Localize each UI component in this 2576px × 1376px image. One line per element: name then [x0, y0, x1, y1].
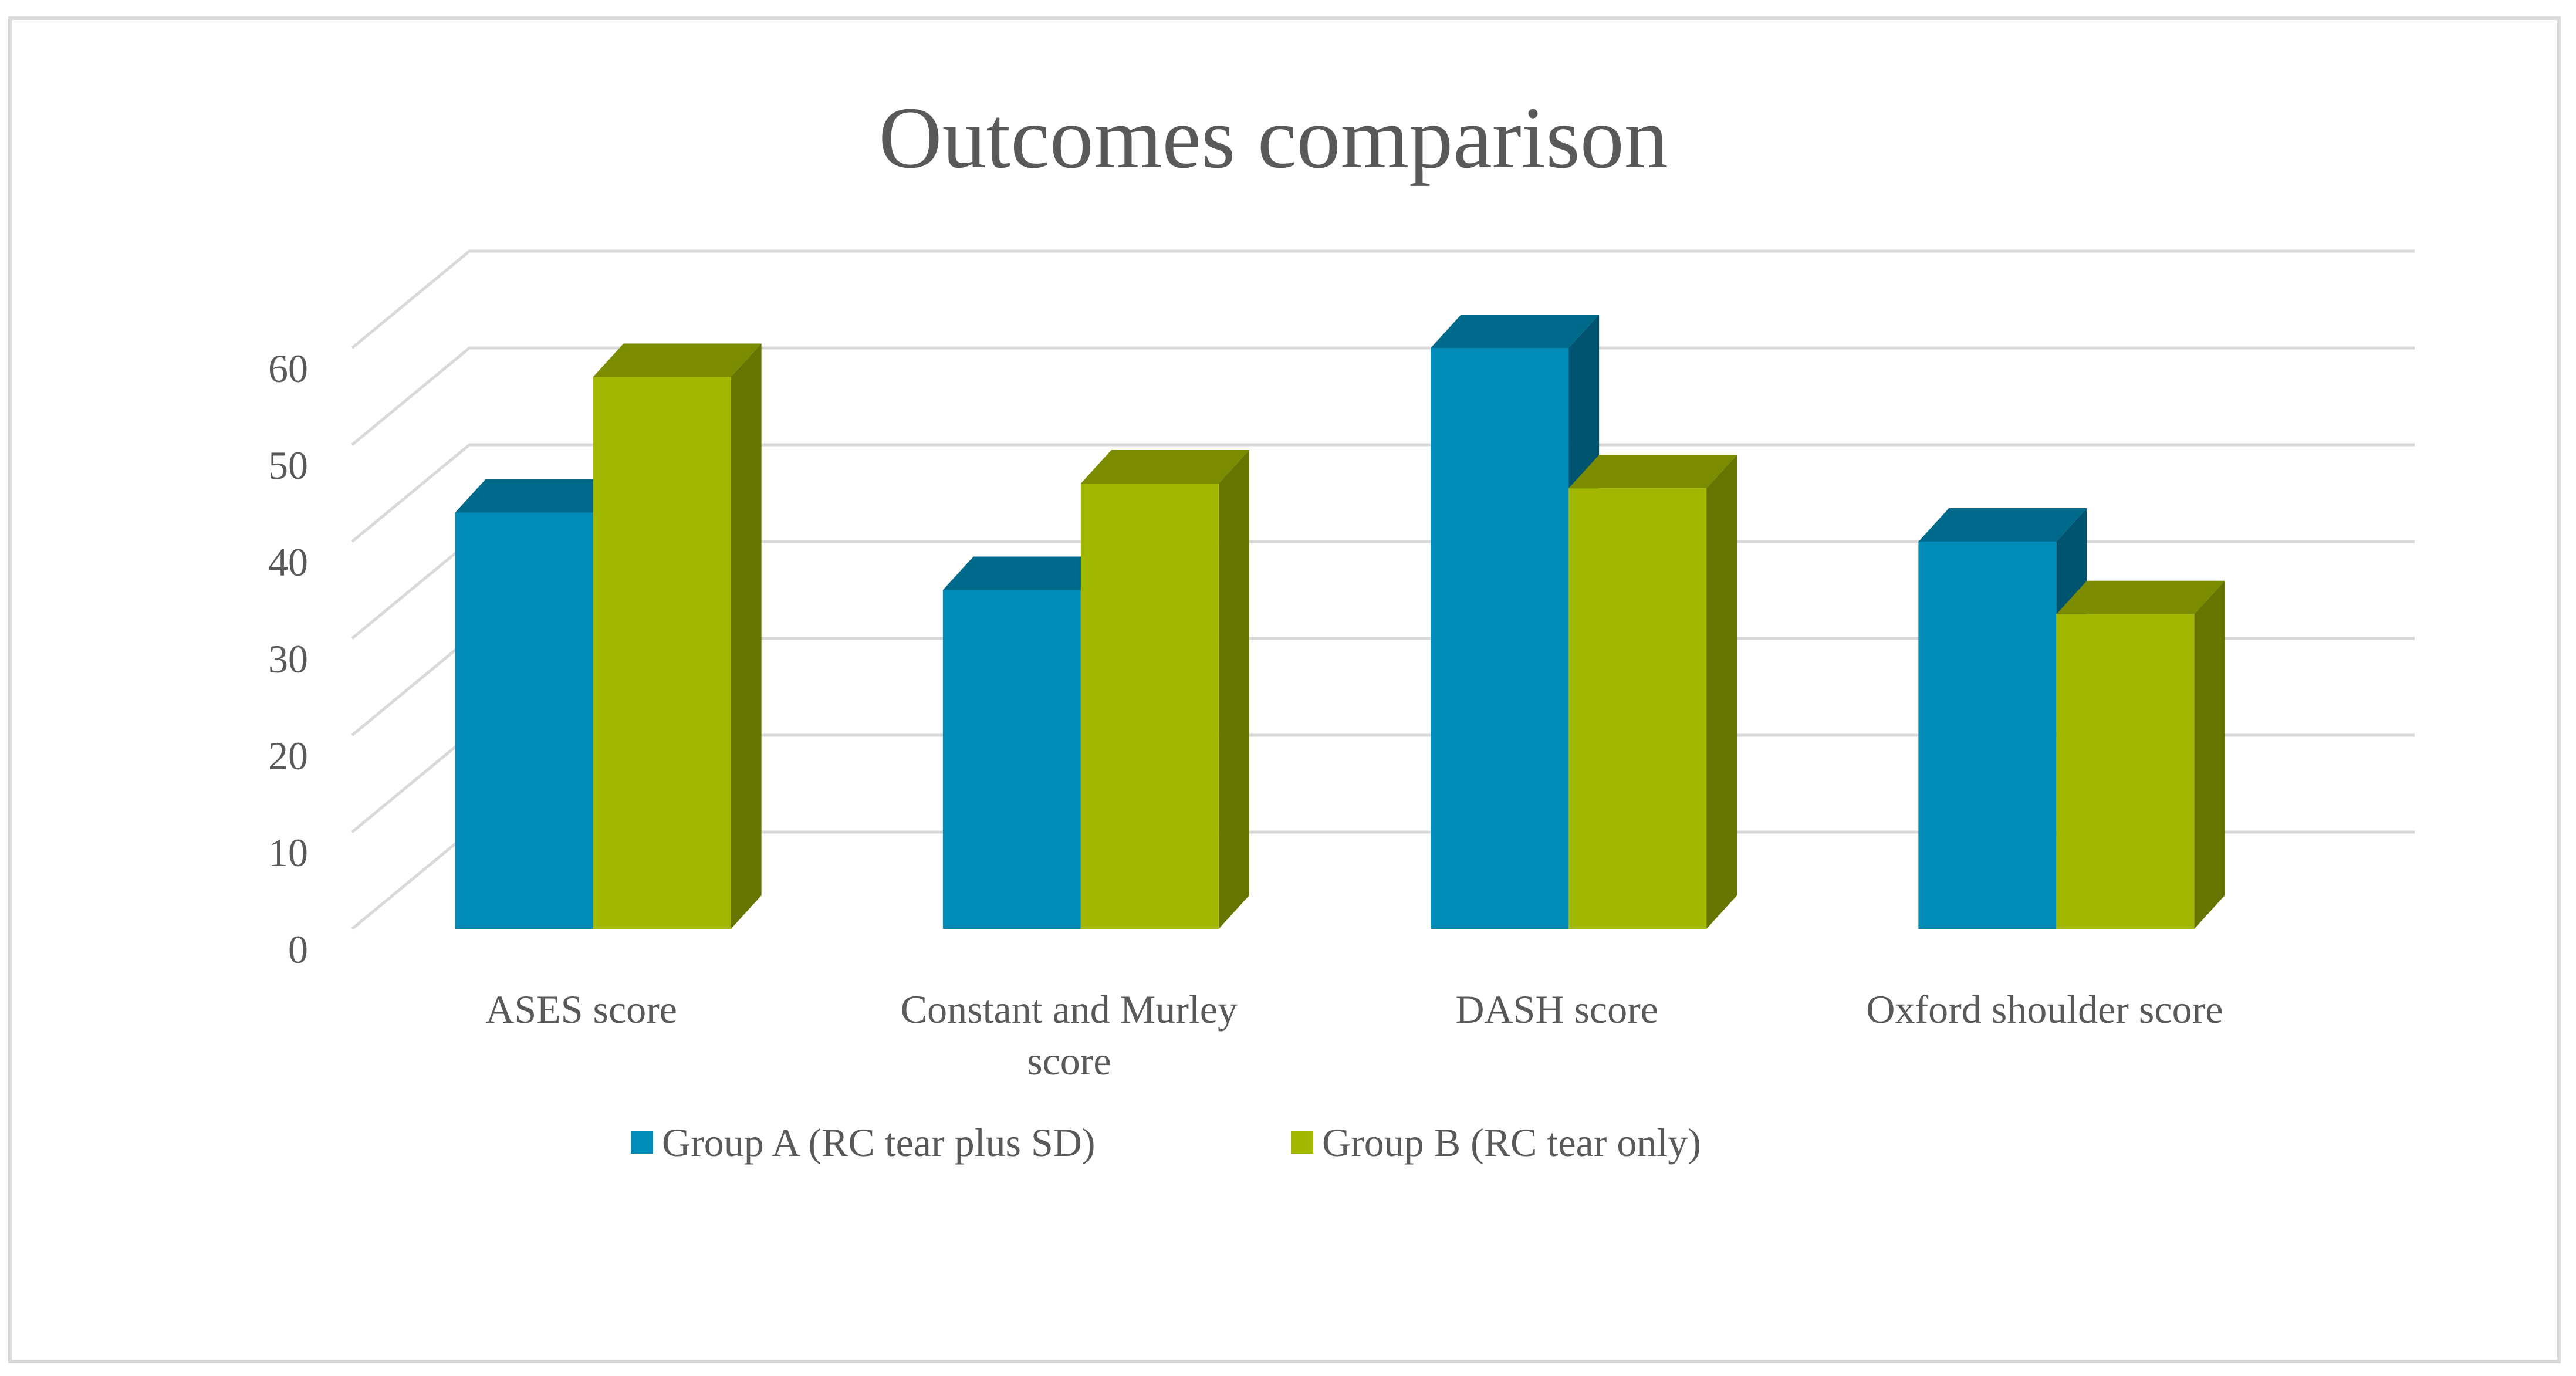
bar — [1568, 455, 1737, 929]
x-tick-label: Constant and Murley score — [901, 987, 1238, 1083]
legend-swatch — [631, 1131, 653, 1154]
y-tick-label: 40 — [268, 540, 308, 584]
bar-front — [1431, 348, 1569, 929]
legend-label: Group A (RC tear plus SD) — [662, 1120, 1096, 1165]
x-axis-labels: ASES score Constant and Murley score DASH s… — [485, 987, 2223, 1083]
bar-side — [1706, 455, 1737, 929]
y-tick-label: 50 — [268, 443, 308, 488]
bar-front — [1080, 484, 1219, 929]
y-tick-label: 20 — [268, 733, 308, 778]
bars — [455, 315, 2225, 929]
bar-top — [1080, 450, 1249, 484]
bar-top — [2056, 580, 2225, 614]
bar-top — [1918, 508, 2087, 542]
y-tick-label: 10 — [268, 830, 308, 875]
bar-top — [593, 343, 762, 377]
bar-front — [2056, 614, 2195, 929]
y-tick-label: 0 — [288, 927, 308, 972]
y-tick-label: 60 — [268, 346, 308, 391]
bar-top — [942, 556, 1111, 590]
y-tick-label: 30 — [268, 637, 308, 681]
x-tick-label: DASH score — [1455, 987, 1658, 1032]
legend-item: Group A (RC tear plus SD) — [631, 1120, 1096, 1165]
bar-top — [1431, 315, 1600, 348]
y-axis-ticks: 0 10 20 30 40 50 60 — [268, 346, 308, 972]
gridlines — [351, 249, 2415, 930]
bar — [2056, 580, 2225, 929]
bar — [593, 343, 762, 929]
bar — [1080, 450, 1249, 929]
bar-side — [2194, 580, 2225, 929]
gridline — [351, 346, 2415, 446]
bar-side — [1218, 450, 1249, 929]
legend: Group A (RC tear plus SD) Group B (RC tea… — [631, 1120, 1701, 1165]
bar-front — [593, 377, 731, 929]
bar-front — [942, 590, 1081, 929]
legend-item: Group B (RC tear only) — [1291, 1120, 1701, 1165]
legend-label: Group B (RC tear only) — [1322, 1120, 1701, 1165]
bar-top — [1568, 455, 1737, 489]
gridline — [351, 443, 2415, 543]
bar-top — [455, 479, 624, 513]
x-tick-label: ASES score — [485, 987, 677, 1032]
gridline — [351, 249, 2415, 349]
legend-swatch — [1291, 1131, 1313, 1154]
bar-front — [1568, 488, 1707, 929]
bar-side — [731, 343, 762, 929]
chart-title: Outcomes comparison — [878, 89, 1668, 187]
bar-front — [455, 512, 593, 929]
x-tick-label: Oxford shoulder score — [1866, 987, 2223, 1032]
bar-front — [1918, 542, 2057, 929]
